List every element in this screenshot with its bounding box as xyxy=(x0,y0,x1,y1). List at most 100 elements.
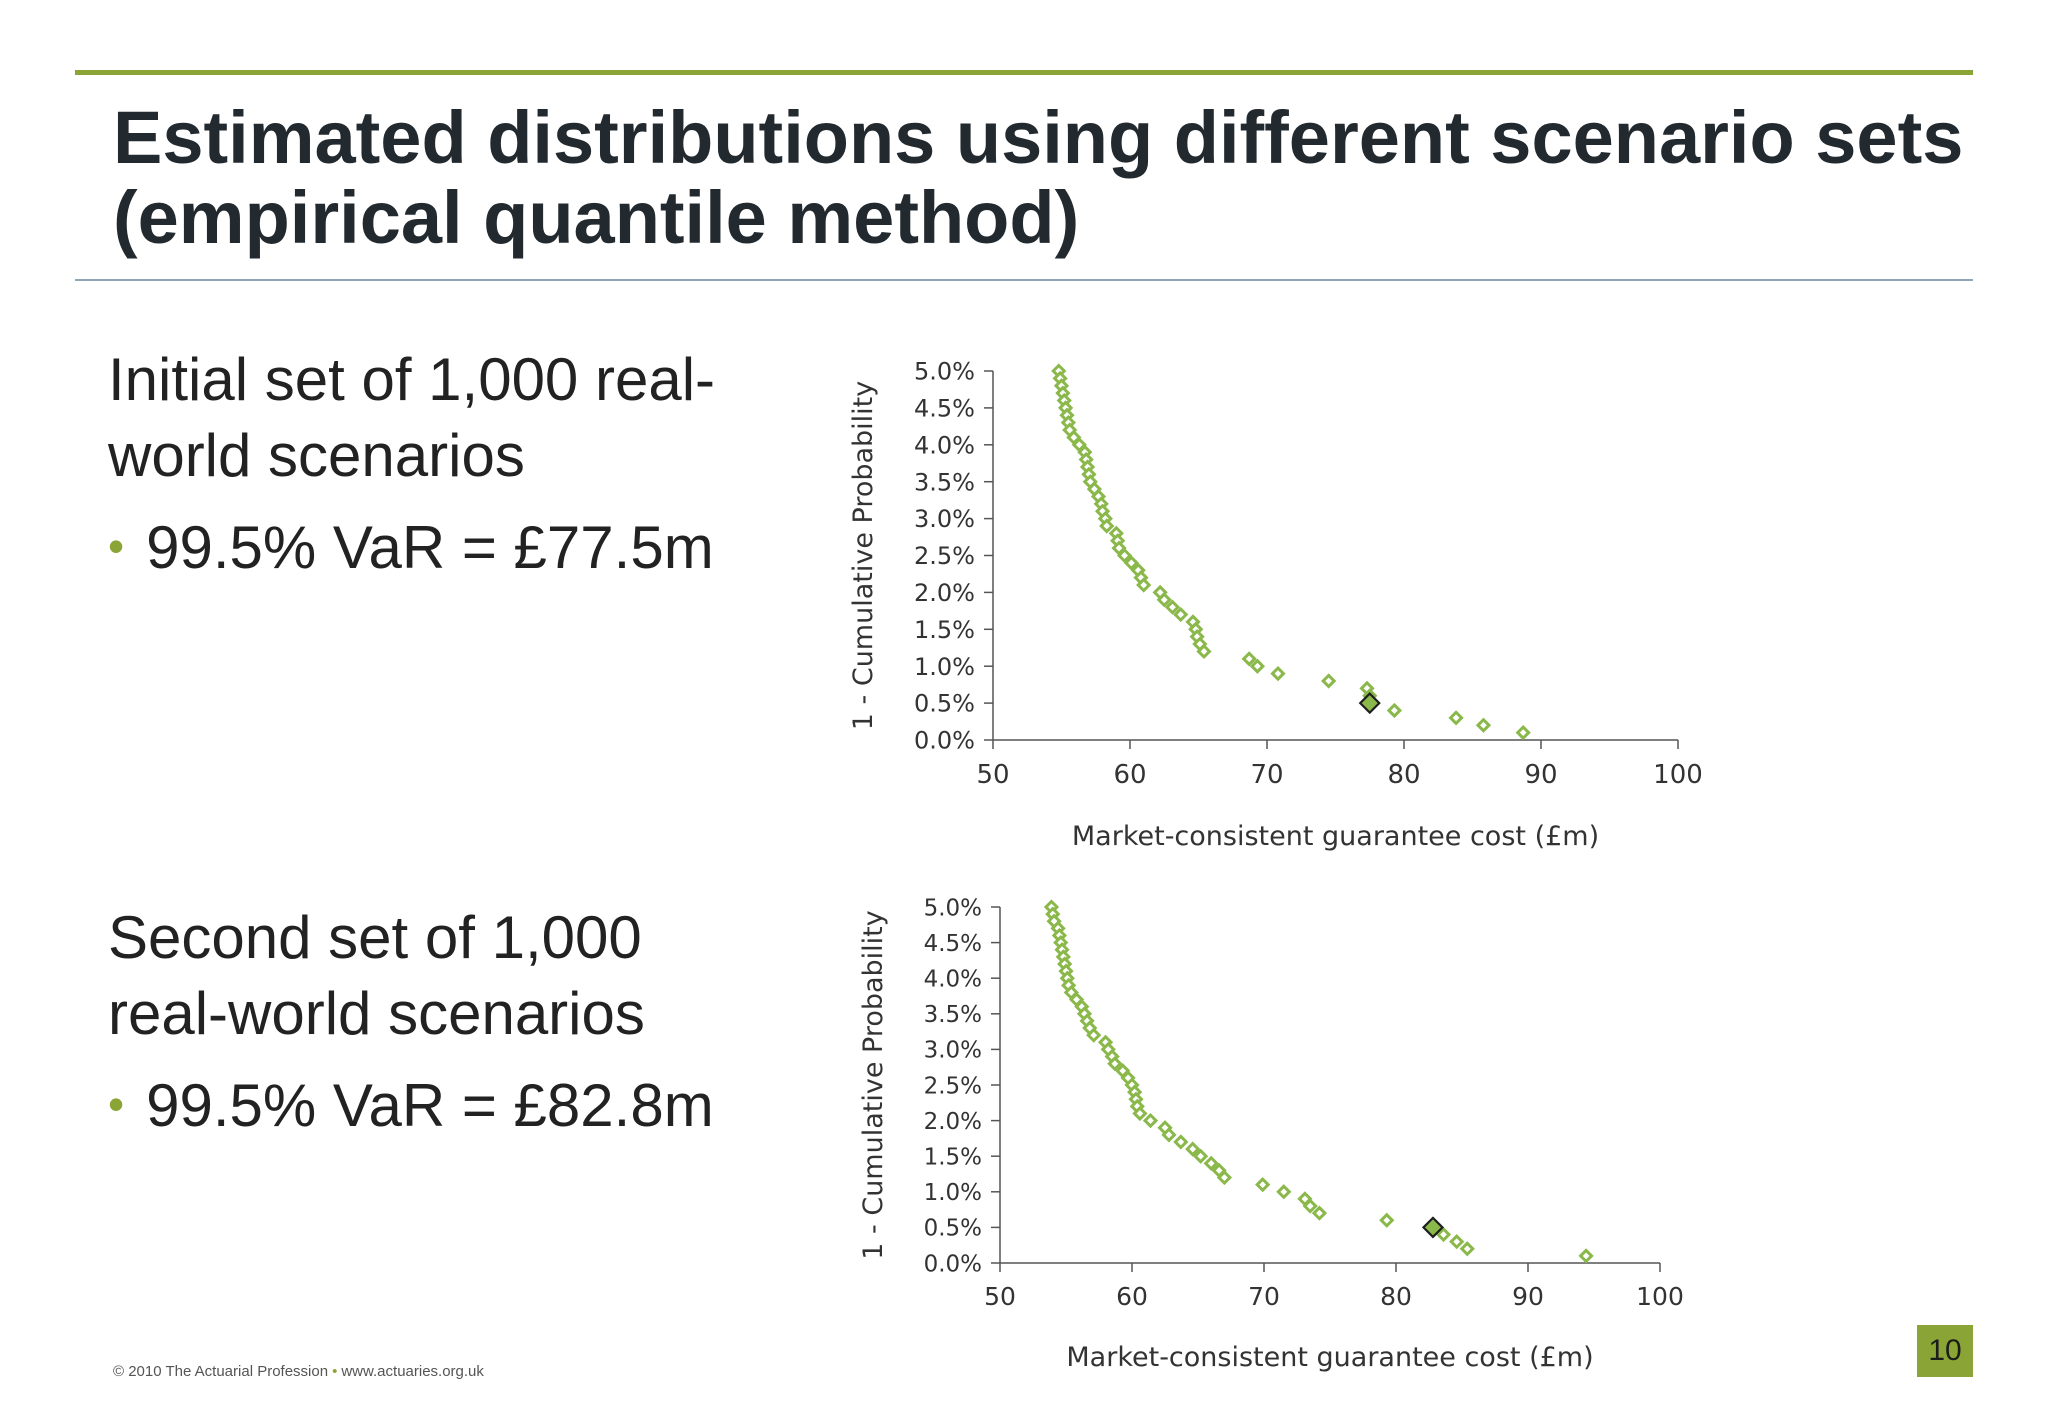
data-point xyxy=(1164,599,1181,615)
y-tick-label: 0.5% xyxy=(924,1216,982,1242)
text-block-second-set: Second set of 1,000 real-world scenarios… xyxy=(108,900,828,1146)
y-tick-label: 1.0% xyxy=(914,653,975,681)
y-tick-label: 2.0% xyxy=(924,1109,982,1135)
y-tick-label: 0.0% xyxy=(914,727,975,755)
x-tick-label: 100 xyxy=(1653,760,1703,790)
data-point xyxy=(1123,555,1139,571)
x-tick-label: 90 xyxy=(1524,760,1557,790)
block-heading: Initial set of 1,000 real- world scenari… xyxy=(108,342,828,494)
data-point xyxy=(1203,1155,1219,1171)
data-point xyxy=(1448,710,1464,726)
y-tick-label: 2.5% xyxy=(924,1073,982,1099)
y-tick-label: 4.5% xyxy=(924,931,982,957)
y-tick-label: 1.5% xyxy=(924,1144,982,1170)
y-tick-label: 3.5% xyxy=(914,468,975,496)
var-bullet: • 99.5% VaR = £82.8m xyxy=(108,1070,828,1146)
y-tick-label: 3.0% xyxy=(914,505,975,533)
x-tick-label: 80 xyxy=(1387,760,1420,790)
footer-website-link[interactable]: www.actuaries.org.uk xyxy=(341,1363,484,1380)
y-tick-label: 3.5% xyxy=(924,1002,982,1028)
x-tick-label: 80 xyxy=(1380,1282,1412,1311)
y-tick-label: 0.5% xyxy=(914,690,975,718)
y-axis-label: 1 - Cumulative Probability xyxy=(848,381,879,731)
data-point xyxy=(1379,1212,1395,1228)
x-tick-label: 50 xyxy=(976,760,1009,790)
data-point xyxy=(1449,1234,1465,1250)
x-axis-label: Market-consistent guarantee cost (£m) xyxy=(1066,1342,1593,1373)
y-tick-label: 5.0% xyxy=(924,895,982,921)
x-tick-label: 70 xyxy=(1250,760,1283,790)
slide-title-line-1: Estimated distributions using different … xyxy=(113,96,1964,179)
data-point xyxy=(1142,1112,1159,1129)
y-axis-label: 1 - Cumulative Probability xyxy=(858,910,889,1260)
slide-title-line-2: (empirical quantile method) xyxy=(113,176,1080,259)
data-point xyxy=(1196,643,1212,660)
block-heading-line-1: Second set of 1,000 xyxy=(108,904,642,971)
data-point xyxy=(1578,1248,1594,1264)
data-point xyxy=(1249,658,1266,674)
data-point xyxy=(1255,1177,1271,1193)
data-point xyxy=(1132,1105,1148,1122)
data-point xyxy=(1116,547,1133,564)
var-highlight-point xyxy=(1421,1216,1445,1239)
data-point xyxy=(1435,1226,1452,1243)
data-point xyxy=(1276,1184,1292,1200)
var-value-text: 99.5% VaR = £82.8m xyxy=(146,1072,714,1139)
data-point xyxy=(1173,1134,1189,1150)
y-tick-label: 5.0% xyxy=(914,358,975,386)
data-point xyxy=(1386,702,1403,719)
page-number-badge: 10 xyxy=(1917,1325,1973,1377)
text-block-initial-set: Initial set of 1,000 real- world scenari… xyxy=(108,342,828,588)
data-point xyxy=(1515,724,1531,741)
y-tick-label: 0.0% xyxy=(924,1251,982,1277)
data-point xyxy=(1241,651,1257,667)
data-point xyxy=(1173,606,1189,623)
y-tick-label: 2.5% xyxy=(914,542,975,570)
scatter-chart-initial-set: 0.0% 0.5% 1.0% 1.5% 2.0% 2.5% 3.0% 3.5% 4.0% 4.5%… xyxy=(848,358,1703,852)
x-tick-label: 60 xyxy=(1116,1282,1148,1311)
y-tick-label: 2.0% xyxy=(914,579,975,607)
data-point xyxy=(1099,518,1115,534)
block-heading-line-2: world scenarios xyxy=(108,422,525,489)
footer-separator: • xyxy=(332,1363,338,1380)
block-heading-line-1: Initial set of 1,000 real- xyxy=(108,346,716,413)
data-point xyxy=(1475,717,1492,733)
bullet-dot-icon: • xyxy=(108,520,125,572)
data-point xyxy=(1302,1198,1318,1214)
y-tick-label: 1.0% xyxy=(924,1180,982,1206)
footer-copyright-text: © 2010 The Actuarial Profession xyxy=(113,1363,329,1380)
scatter-chart-second-set: 0.0% 0.5% 1.0% 1.5% 2.0% 2.5% 3.0% 3.5% 4.0% 4.5%… xyxy=(858,895,1684,1373)
y-tick-label: 1.5% xyxy=(914,616,975,644)
data-point xyxy=(1086,1027,1102,1043)
footer-copyright: © 2010 The Actuarial Profession • www.actu… xyxy=(113,1363,484,1380)
title-divider xyxy=(75,279,1973,281)
data-point xyxy=(1161,1127,1177,1143)
x-tick-label: 60 xyxy=(1113,760,1146,790)
var-highlight-point xyxy=(1358,692,1381,715)
data-point xyxy=(1321,673,1337,689)
x-tick-label: 100 xyxy=(1636,1282,1684,1311)
bullet-dot-icon: • xyxy=(108,1078,125,1130)
y-tick-label: 4.0% xyxy=(924,966,982,992)
var-bullet: • 99.5% VaR = £77.5m xyxy=(108,512,828,588)
var-value-text: 99.5% VaR = £77.5m xyxy=(146,514,714,581)
top-accent-rule xyxy=(75,70,1973,75)
data-point xyxy=(1459,1241,1475,1257)
data-point xyxy=(1136,577,1152,593)
y-tick-label: 3.0% xyxy=(924,1038,982,1064)
data-point xyxy=(1270,665,1286,682)
block-heading: Second set of 1,000 real-world scenarios xyxy=(108,900,828,1052)
x-axis-label: Market-consistent guarantee cost (£m) xyxy=(1072,821,1599,852)
data-point xyxy=(1193,1148,1209,1164)
data-point xyxy=(1311,1205,1328,1221)
x-tick-label: 70 xyxy=(1248,1282,1280,1311)
x-tick-label: 90 xyxy=(1512,1282,1544,1311)
data-point xyxy=(1156,592,1172,608)
data-point xyxy=(1185,1141,1201,1157)
data-point xyxy=(1107,1056,1123,1072)
slide-title: Estimated distributions using different … xyxy=(113,98,1973,258)
x-tick-label: 50 xyxy=(984,1282,1016,1311)
data-point xyxy=(1216,1169,1233,1186)
y-tick-label: 4.5% xyxy=(914,395,975,423)
y-tick-label: 4.0% xyxy=(914,431,975,459)
